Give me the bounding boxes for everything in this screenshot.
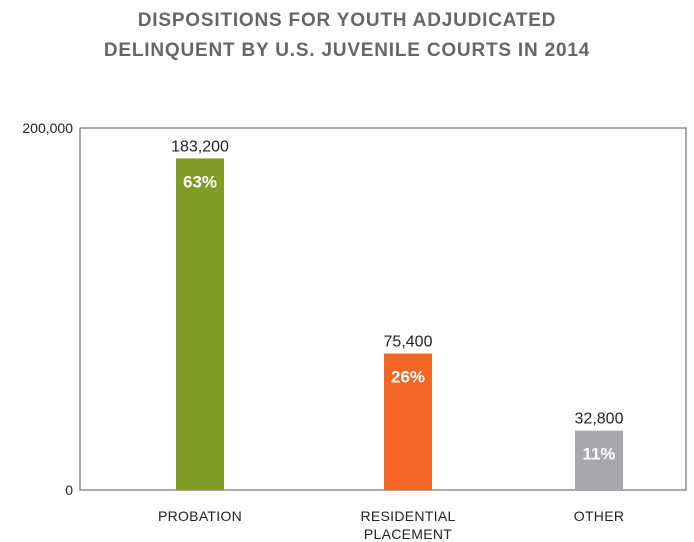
bar-value-label: 32,800 [575,411,624,428]
plot-frame [79,127,687,491]
chart-title-line-1: DISPOSITIONS FOR YOUTH ADJUDICATED [137,10,557,31]
bar [176,158,224,490]
x-category-label: PROBATION [158,508,242,524]
bar-value-label: 183,200 [171,138,229,155]
bar [575,430,623,490]
bar-percent-label: 63% [183,172,217,191]
x-category-label: OTHER [574,508,625,524]
bar [384,353,432,490]
y-tick-label: 200,000 [22,120,73,136]
y-tick-label: 0 [65,482,73,498]
chart-title-line-2: DELINQUENT BY U.S. JUVENILE COURTS IN 20… [103,40,591,61]
bar-percent-label: 11% [582,445,615,464]
bar-value-label: 75,400 [384,334,433,351]
x-category-label: RESIDENTIAL [360,508,455,524]
bar-percent-label: 26% [391,368,425,387]
x-category-label: PLACEMENT [364,526,452,542]
